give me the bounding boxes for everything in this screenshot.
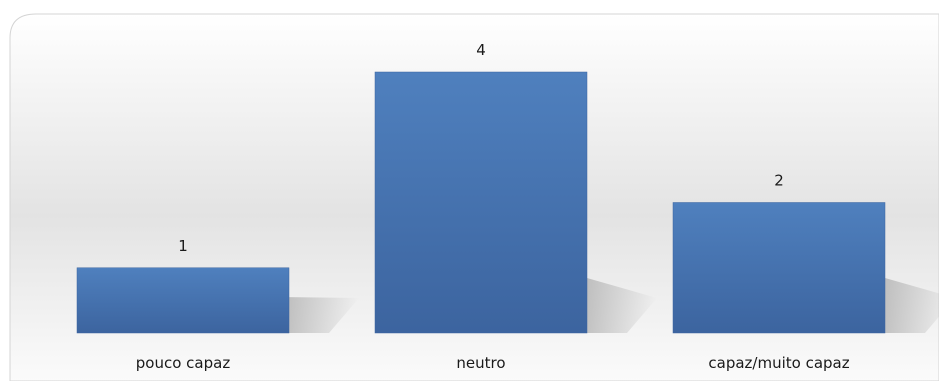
bar-value-label: 2 [774,172,784,190]
bar-shadow [587,278,657,333]
bar-shadows [289,278,939,333]
bar [374,71,588,334]
bar-value-label: 4 [476,41,486,59]
bars [76,71,886,334]
bar-shadow [885,278,939,333]
category-label: capaz/muito capaz [708,354,849,372]
bar [76,267,290,334]
bar-shadow [289,297,359,333]
category-label: neutro [456,354,505,372]
category-label: pouco capaz [136,354,231,372]
bar [672,202,886,334]
x-axis-labels: pouco capaz neutro capaz/muito capaz [136,354,850,372]
bar-value-label: 1 [178,237,188,255]
data-labels: 1 4 2 [178,41,784,255]
